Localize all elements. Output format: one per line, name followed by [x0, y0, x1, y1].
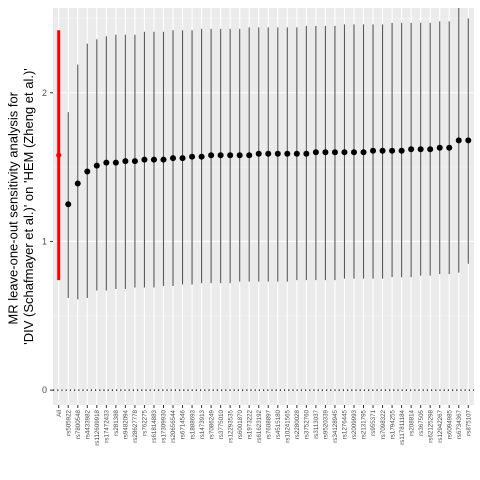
x-tick-label: All — [56, 410, 63, 417]
point-rs17309930 — [160, 156, 167, 163]
x-tick-label: rs28627778 — [132, 409, 139, 442]
x-tick-label: rs6714546 — [180, 409, 187, 439]
point-rs4515180 — [274, 150, 281, 157]
x-tick-label: rs1973222 — [246, 409, 253, 439]
x-tick-label: rs1276445 — [342, 409, 349, 439]
point-rs7608897 — [265, 150, 272, 157]
x-tick-label: rs7098322 — [380, 409, 387, 439]
point-rs1276445 — [341, 149, 348, 156]
point-rs17472433 — [103, 159, 110, 166]
point-rs208814 — [408, 146, 415, 153]
x-tick-label: rs875107 — [465, 409, 472, 435]
point-rs6714546 — [179, 155, 186, 162]
point-rs505922 — [65, 201, 72, 208]
point-rs61623192 — [255, 150, 262, 157]
y-axis-title-line-2: 'DIV (Schafmayer et al.)' on 'HEM (Zheng… — [21, 68, 36, 345]
point-rs281388 — [112, 159, 119, 166]
x-tick-label: rs34128945 — [332, 409, 339, 442]
x-tick-label: rs7086249 — [208, 409, 215, 439]
point-rs28627778 — [131, 158, 138, 165]
x-tick-label: rs6094985 — [446, 409, 453, 439]
x-tick-label: rs62125298 — [427, 409, 434, 442]
point-rs9520339 — [322, 149, 329, 156]
x-tick-label: rs281388 — [113, 409, 120, 435]
x-tick-label: rs61814883 — [151, 409, 158, 442]
x-tick-label: rs6734367 — [456, 409, 463, 439]
x-tick-label: rs6001870 — [237, 409, 244, 439]
point-rs875107 — [465, 137, 472, 144]
point-rs1794255 — [389, 147, 396, 154]
point-rs3752760 — [303, 150, 310, 157]
point-rs4433982 — [84, 168, 91, 175]
point-rs2009993 — [350, 149, 357, 156]
x-tick-label: rs762275 — [142, 409, 149, 435]
point-all — [56, 152, 62, 158]
x-tick-label: rs17309930 — [161, 409, 168, 442]
x-tick-label: rs12942267 — [437, 409, 444, 442]
point-rs10241565 — [284, 150, 291, 157]
point-rs7086249 — [208, 152, 215, 159]
x-tick-label: rs20656544 — [170, 409, 177, 442]
plot-panel — [53, 8, 474, 405]
x-tick-label: rs955371 — [370, 409, 377, 435]
x-tick-label: rs4515180 — [275, 409, 282, 439]
y-tick-label: 2 — [42, 88, 47, 98]
point-rs9482094 — [122, 158, 129, 165]
point-rs3775010 — [217, 152, 224, 159]
x-tick-label: rs505922 — [65, 409, 72, 435]
x-tick-label: rs1794255 — [389, 409, 396, 439]
x-tick-label: rs3752760 — [304, 409, 311, 439]
x-tick-label: rs117811184 — [399, 409, 406, 444]
x-tick-label: rs61623192 — [256, 409, 263, 442]
point-rs117811184 — [398, 147, 405, 154]
x-axis: All rs505922 rs7800548 rs4433982 rs112609918… — [56, 405, 472, 446]
y-axis-title: MR leave-one-out sensitivity analysis fo… — [5, 68, 36, 345]
point-rs7098322 — [379, 147, 386, 154]
point-rs12942267 — [436, 144, 443, 151]
x-tick-label: rs2280028 — [294, 409, 301, 439]
point-rs2131795 — [360, 149, 367, 156]
point-rs62125298 — [427, 146, 434, 153]
point-rs1473913 — [198, 153, 205, 160]
x-tick-label: rs17472433 — [104, 409, 111, 442]
point-rs6094985 — [446, 144, 453, 151]
y-tick-label: 0 — [42, 385, 47, 395]
x-tick-label: rs4433982 — [84, 409, 91, 439]
x-tick-label: rs367505 — [418, 409, 425, 435]
point-rs6734367 — [455, 137, 462, 144]
point-rs61814883 — [150, 156, 157, 163]
point-rs3113037 — [312, 149, 319, 156]
point-rs367505 — [417, 146, 424, 153]
x-tick-label: rs2131795 — [361, 409, 368, 439]
x-tick-label: rs9482094 — [123, 409, 130, 439]
x-tick-label: rs112609918 — [94, 409, 101, 445]
x-tick-label: rs2009993 — [351, 409, 358, 439]
x-tick-label: rs7608897 — [265, 409, 272, 439]
point-rs7800548 — [74, 180, 81, 187]
x-tick-label: rs1888693 — [189, 409, 196, 439]
point-estimates — [56, 137, 472, 208]
point-rs1888693 — [189, 153, 196, 160]
x-tick-label: rs9520339 — [323, 409, 330, 439]
y-axis-title-line-1: MR leave-one-out sensitivity analysis fo… — [5, 91, 20, 324]
point-rs2280028 — [293, 150, 300, 157]
y-axis: 0 1 2 — [42, 88, 53, 395]
point-rs6001870 — [236, 152, 243, 159]
point-rs34128945 — [331, 149, 338, 156]
point-rs112609918 — [93, 162, 100, 169]
point-rs762275 — [141, 156, 148, 163]
point-rs955371 — [370, 147, 377, 154]
x-tick-label: rs208814 — [408, 409, 415, 435]
y-tick-label: 1 — [42, 236, 47, 246]
x-tick-label: rs1473913 — [199, 409, 206, 439]
x-tick-label: rs12293535 — [227, 409, 234, 442]
x-tick-label: rs10241565 — [285, 409, 292, 442]
x-tick-label: rs3113037 — [313, 409, 320, 438]
point-rs12293535 — [227, 152, 234, 159]
point-rs20656544 — [170, 155, 177, 162]
x-tick-label: rs3775010 — [218, 409, 225, 439]
x-tick-label: rs7800548 — [75, 409, 82, 439]
point-rs1973222 — [246, 152, 253, 159]
